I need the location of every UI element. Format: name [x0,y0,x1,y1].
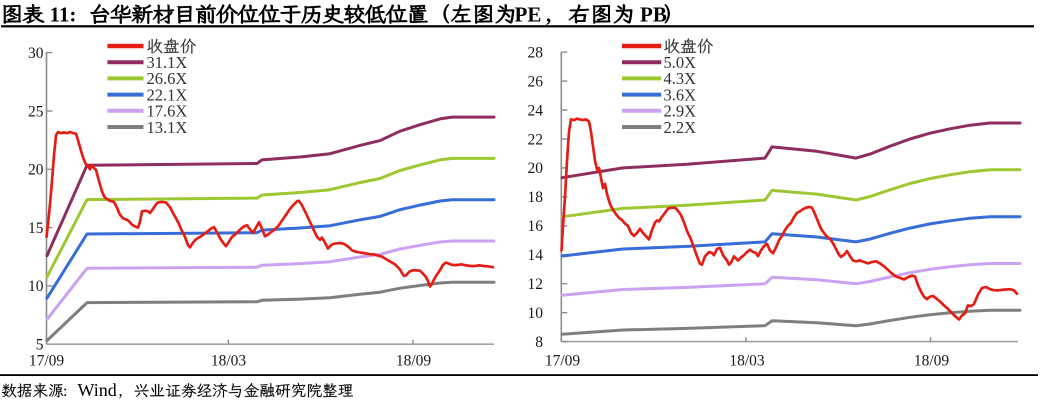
svg-text:18/03: 18/03 [211,353,247,370]
svg-text:30: 30 [28,45,44,62]
svg-text:8: 8 [535,334,543,351]
svg-text:PB: PB [640,3,667,27]
svg-text:18/03: 18/03 [729,353,765,370]
svg-text:5.0X: 5.0X [664,53,697,72]
svg-text:PE: PE [515,3,542,27]
svg-text:13.1X: 13.1X [147,118,188,137]
svg-text:4.3X: 4.3X [664,69,697,88]
svg-text:,: , [546,3,551,27]
svg-text:15: 15 [28,220,44,237]
svg-text:28: 28 [528,44,544,61]
svg-text:24: 24 [528,102,544,119]
svg-text:20: 20 [528,160,544,177]
svg-text:26: 26 [528,73,544,90]
svg-text:10: 10 [28,278,44,295]
svg-text:Wind: Wind [78,380,117,400]
svg-text:2.9X: 2.9X [664,102,697,121]
svg-text:31.1X: 31.1X [147,53,188,72]
svg-text:5: 5 [36,337,44,354]
svg-text::: : [63,383,67,400]
svg-text:2.2X: 2.2X [664,118,697,137]
svg-text:18/09: 18/09 [914,353,950,370]
svg-text:25: 25 [28,103,44,120]
svg-text:22: 22 [528,131,544,148]
svg-text:11:: 11: [50,3,77,27]
svg-text:17/09: 17/09 [29,353,65,370]
svg-text:12: 12 [528,276,544,293]
svg-text:3.6X: 3.6X [664,85,697,104]
svg-text:17.6X: 17.6X [147,102,188,121]
svg-text:22.1X: 22.1X [147,85,188,104]
svg-text:20: 20 [28,162,44,179]
svg-text:14: 14 [528,247,544,264]
svg-text:,: , [119,381,123,400]
svg-text:26.6X: 26.6X [147,69,188,88]
svg-text:10: 10 [528,305,544,322]
svg-text:18: 18 [528,189,544,206]
svg-text:16: 16 [528,218,544,235]
svg-text:18/09: 18/09 [396,353,432,370]
svg-text:17/09: 17/09 [545,353,581,370]
